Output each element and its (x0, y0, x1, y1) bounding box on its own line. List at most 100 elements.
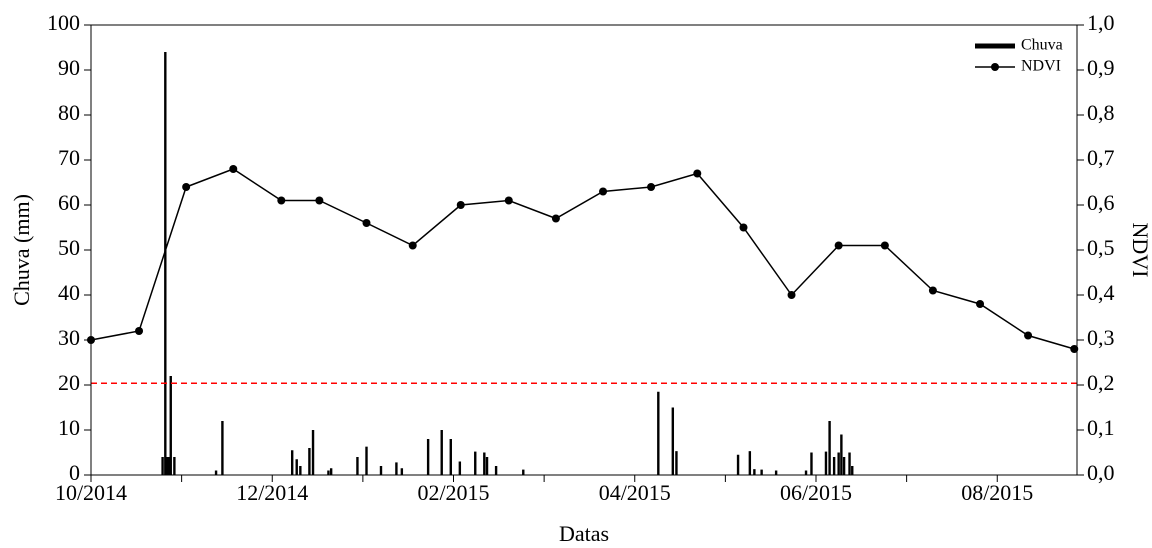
x-tick-label: 06/2015 (780, 480, 852, 505)
bar (458, 461, 462, 475)
bar (221, 421, 224, 475)
point (599, 187, 608, 196)
y2-tick-label: 0,2 (1087, 370, 1115, 395)
bar (173, 457, 176, 475)
bar (311, 430, 315, 475)
bar (657, 391, 660, 475)
bar (426, 439, 430, 475)
bar (675, 451, 678, 475)
x-tick-label: 08/2015 (961, 480, 1033, 505)
bar (400, 468, 404, 475)
legend-label: Chuva (1021, 37, 1063, 54)
bar (329, 468, 333, 475)
bar (164, 52, 167, 475)
bar (449, 439, 452, 475)
point (928, 286, 937, 295)
point (135, 327, 144, 335)
bar (167, 457, 171, 475)
y2-tick-label: 0,6 (1087, 190, 1115, 215)
point (456, 201, 465, 209)
x-tick-label: 02/2015 (417, 480, 489, 505)
bar (379, 466, 383, 475)
bar (169, 376, 172, 475)
bar (810, 452, 813, 475)
point (880, 241, 889, 250)
bar (395, 462, 398, 475)
y2-tick-label: 0,3 (1087, 325, 1115, 350)
point (277, 196, 286, 205)
bar (308, 448, 311, 475)
bar (851, 466, 854, 475)
y-tick-label: 70 (58, 145, 80, 170)
bar (774, 470, 778, 475)
bar (824, 451, 828, 475)
bar (832, 457, 836, 475)
bar (214, 470, 218, 475)
bar (804, 470, 808, 475)
y2-tick-label: 0,7 (1087, 145, 1115, 170)
bar (327, 470, 330, 475)
point (315, 196, 324, 205)
y-tick-label: 90 (58, 55, 80, 80)
point (739, 223, 748, 232)
point (408, 241, 417, 250)
bar (842, 457, 846, 475)
legend-marker (991, 63, 999, 71)
x-tick-label: 12/2014 (236, 480, 308, 505)
y-tick-label: 0 (69, 460, 80, 485)
y2-axis-label: NDVI (1128, 223, 1152, 278)
y2-tick-label: 0,8 (1087, 100, 1115, 125)
y2-tick-label: 1,0 (1087, 10, 1115, 35)
bar (365, 446, 368, 475)
x-axis-label: Datas (559, 521, 609, 546)
y2-tick-label: 0,9 (1087, 55, 1115, 80)
point (647, 183, 656, 191)
bar (760, 469, 763, 475)
y-tick-label: 30 (58, 325, 80, 350)
bar (753, 469, 756, 475)
x-tick-label: 10/2014 (55, 480, 127, 505)
y-tick-label: 40 (58, 280, 80, 305)
bar (828, 421, 831, 475)
y2-tick-label: 0,0 (1087, 460, 1115, 485)
bar (474, 451, 477, 475)
bar (736, 454, 740, 475)
point (182, 183, 191, 191)
bar (440, 430, 443, 475)
point (787, 291, 796, 299)
y-tick-label: 10 (58, 415, 80, 440)
y-tick-label: 20 (58, 370, 80, 395)
y-tick-label: 80 (58, 100, 80, 125)
bar (290, 450, 294, 475)
point (1024, 331, 1033, 340)
y2-tick-label: 0,1 (1087, 415, 1115, 440)
bar (165, 457, 169, 475)
y-tick-label: 50 (58, 235, 80, 260)
legend-label: NDVI (1021, 58, 1061, 75)
plot-frame (90, 24, 1078, 476)
bar (494, 466, 498, 475)
bar (483, 452, 486, 475)
bar (299, 466, 302, 475)
bar (295, 459, 298, 475)
bar (161, 457, 164, 475)
point (362, 219, 371, 227)
line (90, 168, 1075, 350)
point (834, 241, 843, 250)
bar (748, 451, 752, 475)
x-tick-label: 04/2015 (599, 480, 671, 505)
y-axis-label: Chuva (mm) (9, 194, 34, 306)
point (229, 165, 238, 173)
bar (356, 457, 359, 475)
point (1070, 345, 1079, 353)
bar (671, 407, 675, 475)
y2-tick-label: 0,4 (1087, 280, 1115, 305)
bar (848, 452, 851, 475)
bar (837, 452, 840, 475)
point (976, 300, 985, 308)
bar (485, 457, 489, 475)
bar (522, 469, 525, 475)
point (504, 196, 513, 205)
y-tick-label: 100 (47, 10, 80, 35)
